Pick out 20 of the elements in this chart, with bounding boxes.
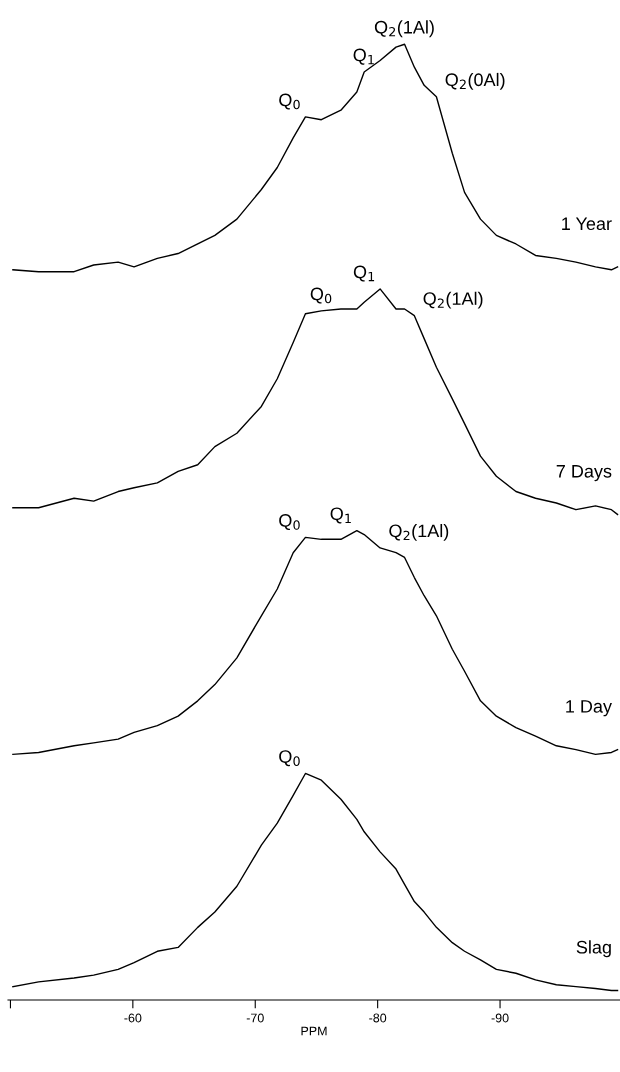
series-label: 1 Year: [562, 217, 612, 231]
x-tick-label: -90: [491, 1013, 509, 1023]
series-label: 7 Days: [556, 465, 612, 482]
annotation: Q$_{2}$(1Al): [374, 20, 434, 38]
x-tick-label: -70: [246, 1013, 264, 1023]
annotation: Q$_{0}$: [279, 514, 300, 531]
annotation: Q$_{2}$(0Al): [445, 72, 505, 90]
annotation: Q$_{2}$(1Al): [389, 524, 449, 541]
x-tick-label: -60: [124, 1013, 142, 1023]
annotation: Q$_{1}$: [353, 265, 375, 282]
annotation: Q$_{1}$: [353, 48, 374, 65]
annotation: Q$_{2}$(1Al): [423, 291, 483, 309]
annotation: Q$_{0}$: [279, 93, 300, 110]
annotation: Q$_{1}$: [330, 507, 351, 524]
series-label: 1 Day: [566, 700, 612, 717]
series-label: Slag: [576, 940, 611, 958]
x-axis-title: PPM: [301, 1026, 327, 1036]
annotation: Q$_{0}$: [310, 287, 332, 304]
x-tick-label: -80: [369, 1013, 387, 1023]
annotation: Q$_{0}$: [279, 750, 300, 767]
